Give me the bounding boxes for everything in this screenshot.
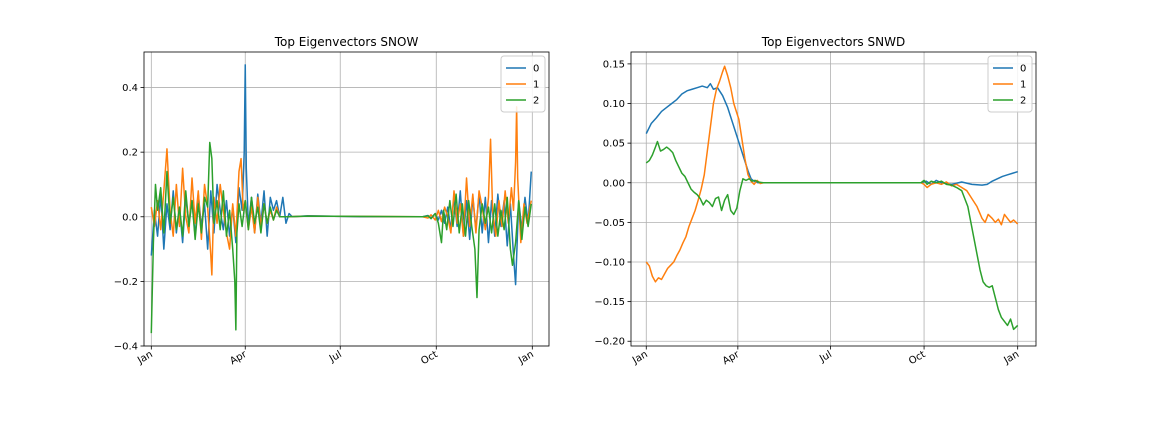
legend-label-2: 2: [1020, 96, 1026, 107]
y-tick-label: −0.20: [594, 337, 625, 348]
y-tick-label: −0.4: [114, 342, 138, 353]
y-tick-label: 0.4: [122, 83, 138, 94]
y-tick-label: −0.10: [594, 258, 625, 269]
y-tick-label: 0.10: [603, 99, 625, 110]
y-tick-label: 0.0: [122, 212, 138, 223]
y-tick-label: 0.15: [603, 59, 625, 70]
x-tick-label: Jan: [1001, 349, 1021, 367]
series-line-2: [150, 141, 533, 334]
x-tick-label: Apr: [228, 349, 249, 368]
legend-label-1: 1: [533, 80, 539, 91]
legend-label-0: 0: [533, 64, 539, 75]
y-tick-label: 0.05: [603, 139, 625, 150]
series-line-2: [645, 140, 1019, 331]
axes-frame: [143, 51, 550, 347]
y-tick-label: 0.2: [122, 148, 138, 159]
series-line-1: [645, 65, 1019, 283]
x-tick-label: Jul: [817, 349, 834, 365]
x-tick-label: Jan: [630, 349, 650, 367]
x-tick-label: Oct: [907, 349, 928, 367]
axes-frame: [630, 51, 1037, 347]
legend-label-1: 1: [1020, 80, 1026, 91]
x-tick-label: Jul: [327, 349, 344, 365]
x-tick-label: Oct: [419, 349, 440, 367]
y-tick-label: −0.05: [594, 218, 625, 229]
y-tick-label: −0.2: [114, 277, 138, 288]
x-tick-label: Jan: [516, 349, 536, 367]
chart-snwd: Top Eigenvectors SNWD Jan Apr Jul Oct Jan −0.2…: [594, 35, 1037, 368]
x-tick-label: Apr: [721, 349, 742, 368]
y-tick-label: −0.15: [594, 297, 625, 308]
chart-title: Top Eigenvectors SNWD: [761, 35, 905, 49]
x-tick-label: Jan: [135, 349, 155, 367]
legend-label-2: 2: [533, 96, 539, 107]
y-tick-label: 0.00: [603, 178, 625, 189]
legend-label-0: 0: [1020, 64, 1026, 75]
series-line-0: [645, 82, 1018, 186]
chart-title: Top Eigenvectors SNOW: [274, 35, 419, 49]
